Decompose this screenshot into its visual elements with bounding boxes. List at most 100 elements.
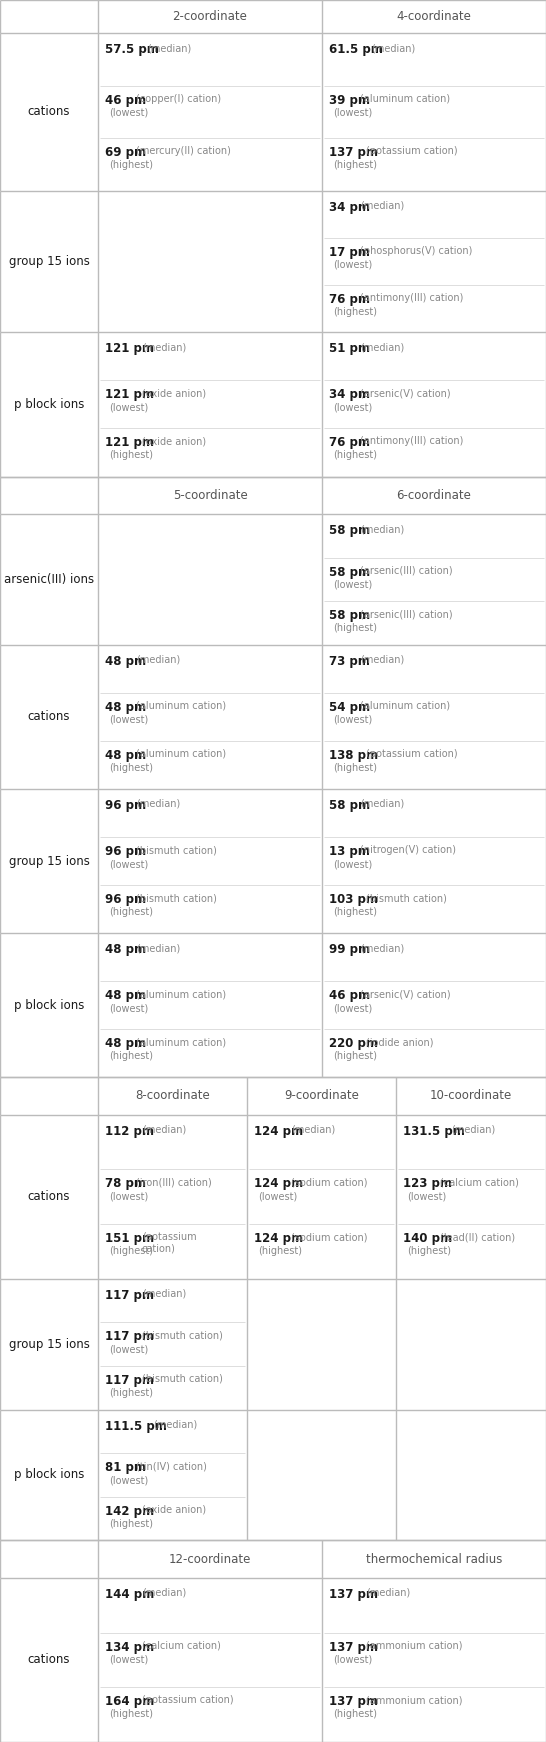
Text: (aluminum cation): (aluminum cation) xyxy=(360,94,450,105)
Text: (median): (median) xyxy=(136,942,180,953)
Text: 57.5 pm: 57.5 pm xyxy=(105,44,159,56)
Text: 69 pm: 69 pm xyxy=(105,146,146,159)
Text: 137 pm: 137 pm xyxy=(329,1589,378,1601)
Text: p block ions: p block ions xyxy=(14,998,84,1012)
Text: (antimony(III) cation): (antimony(III) cation) xyxy=(360,437,464,446)
Text: (ammonium cation): (ammonium cation) xyxy=(366,1695,462,1705)
Text: 58 pm: 58 pm xyxy=(329,610,370,622)
Text: 61.5 pm: 61.5 pm xyxy=(329,44,383,56)
Text: (potassium cation): (potassium cation) xyxy=(142,1695,234,1705)
Text: (lowest): (lowest) xyxy=(109,402,149,413)
Text: (aluminum cation): (aluminum cation) xyxy=(136,749,226,760)
Text: (oxide anion): (oxide anion) xyxy=(142,1505,206,1516)
Text: cations: cations xyxy=(28,1190,70,1204)
Text: 13 pm: 13 pm xyxy=(329,845,370,859)
Text: 134 pm: 134 pm xyxy=(105,1641,154,1653)
Text: 117 pm: 117 pm xyxy=(105,1374,154,1387)
Text: 51 pm: 51 pm xyxy=(329,343,370,355)
Text: 144 pm: 144 pm xyxy=(105,1589,155,1601)
Text: (sodium cation): (sodium cation) xyxy=(291,1232,367,1242)
Text: (arsenic(V) cation): (arsenic(V) cation) xyxy=(360,388,450,399)
Text: (lowest): (lowest) xyxy=(109,1003,149,1014)
Text: 9-coordinate: 9-coordinate xyxy=(284,1089,359,1103)
Text: 2-coordinate: 2-coordinate xyxy=(173,10,247,23)
Text: (highest): (highest) xyxy=(109,451,153,460)
Text: (lowest): (lowest) xyxy=(109,108,149,118)
Text: (lowest): (lowest) xyxy=(333,1655,372,1665)
Text: 124 pm: 124 pm xyxy=(254,1125,303,1138)
Text: p block ions: p block ions xyxy=(14,1469,84,1481)
Text: (lowest): (lowest) xyxy=(109,1655,149,1665)
Text: 46 pm: 46 pm xyxy=(105,94,146,106)
Text: 12-coordinate: 12-coordinate xyxy=(169,1552,251,1566)
Text: 78 pm: 78 pm xyxy=(105,1178,146,1190)
Text: (lowest): (lowest) xyxy=(258,1192,297,1202)
Text: p block ions: p block ions xyxy=(14,397,84,411)
Text: (aluminum cation): (aluminum cation) xyxy=(136,1036,226,1047)
Text: 48 pm: 48 pm xyxy=(105,989,146,1002)
Text: 142 pm: 142 pm xyxy=(105,1505,154,1517)
Text: 96 pm: 96 pm xyxy=(105,845,146,859)
Text: (sodium cation): (sodium cation) xyxy=(291,1178,367,1188)
Text: 121 pm: 121 pm xyxy=(105,343,154,355)
Text: group 15 ions: group 15 ions xyxy=(9,1338,90,1350)
Text: 121 pm: 121 pm xyxy=(105,437,154,449)
Text: 121 pm: 121 pm xyxy=(105,388,154,401)
Text: 137 pm: 137 pm xyxy=(329,1641,378,1653)
Text: (oxide anion): (oxide anion) xyxy=(142,437,206,446)
Text: (median): (median) xyxy=(142,1589,186,1597)
Text: (nitrogen(V) cation): (nitrogen(V) cation) xyxy=(360,845,456,855)
Text: (lowest): (lowest) xyxy=(333,714,372,725)
Text: 124 pm: 124 pm xyxy=(254,1232,303,1246)
Text: (highest): (highest) xyxy=(109,1050,153,1061)
Text: (median): (median) xyxy=(366,1589,410,1597)
Text: 111.5 pm: 111.5 pm xyxy=(105,1420,167,1432)
Text: (tin(IV) cation): (tin(IV) cation) xyxy=(136,1462,207,1472)
Text: 81 pm: 81 pm xyxy=(105,1462,146,1474)
Text: (median): (median) xyxy=(142,1289,186,1300)
Text: (median): (median) xyxy=(142,1125,186,1134)
Text: (lowest): (lowest) xyxy=(333,580,372,591)
Text: 164 pm: 164 pm xyxy=(105,1695,155,1709)
Text: 137 pm: 137 pm xyxy=(329,146,378,159)
Text: (highest): (highest) xyxy=(109,1709,153,1719)
Text: (highest): (highest) xyxy=(109,1246,153,1256)
Text: (lead(II) cation): (lead(II) cation) xyxy=(440,1232,515,1242)
Text: (highest): (highest) xyxy=(109,1388,153,1399)
Text: (lowest): (lowest) xyxy=(109,1345,149,1354)
Text: 140 pm: 140 pm xyxy=(403,1232,452,1246)
Text: (ammonium cation): (ammonium cation) xyxy=(366,1641,462,1651)
Text: (bismuth cation): (bismuth cation) xyxy=(136,845,217,855)
Text: (highest): (highest) xyxy=(333,1050,377,1061)
Text: (mercury(II) cation): (mercury(II) cation) xyxy=(136,146,231,157)
Text: 103 pm: 103 pm xyxy=(329,894,378,906)
Text: (lowest): (lowest) xyxy=(109,859,149,869)
Text: 138 pm: 138 pm xyxy=(329,749,378,761)
Text: 96 pm: 96 pm xyxy=(105,800,146,812)
Text: 8-coordinate: 8-coordinate xyxy=(135,1089,210,1103)
Text: 34 pm: 34 pm xyxy=(329,200,370,214)
Text: 76 pm: 76 pm xyxy=(329,293,370,307)
Text: (bismuth cation): (bismuth cation) xyxy=(136,894,217,902)
Text: 151 pm: 151 pm xyxy=(105,1232,154,1246)
Text: 17 pm: 17 pm xyxy=(329,246,370,260)
Text: (highest): (highest) xyxy=(333,908,377,916)
Text: (highest): (highest) xyxy=(333,624,377,634)
Text: 54 pm: 54 pm xyxy=(329,700,370,714)
Text: (median): (median) xyxy=(360,524,404,535)
Text: (highest): (highest) xyxy=(333,1709,377,1719)
Text: 48 pm: 48 pm xyxy=(105,700,146,714)
Text: 99 pm: 99 pm xyxy=(329,942,370,956)
Text: 117 pm: 117 pm xyxy=(105,1289,154,1301)
Text: 58 pm: 58 pm xyxy=(329,800,370,812)
Text: group 15 ions: group 15 ions xyxy=(9,855,90,868)
Text: (potassium
cation): (potassium cation) xyxy=(142,1232,197,1254)
Text: (highest): (highest) xyxy=(333,160,377,171)
Text: 48 pm: 48 pm xyxy=(105,1036,146,1050)
Text: (iron(III) cation): (iron(III) cation) xyxy=(136,1178,212,1188)
Text: 124 pm: 124 pm xyxy=(254,1178,303,1190)
Text: thermochemical radius: thermochemical radius xyxy=(366,1552,502,1566)
Text: (antimony(III) cation): (antimony(III) cation) xyxy=(360,293,464,303)
Text: (lowest): (lowest) xyxy=(109,714,149,725)
Text: (phosphorus(V) cation): (phosphorus(V) cation) xyxy=(360,246,472,256)
